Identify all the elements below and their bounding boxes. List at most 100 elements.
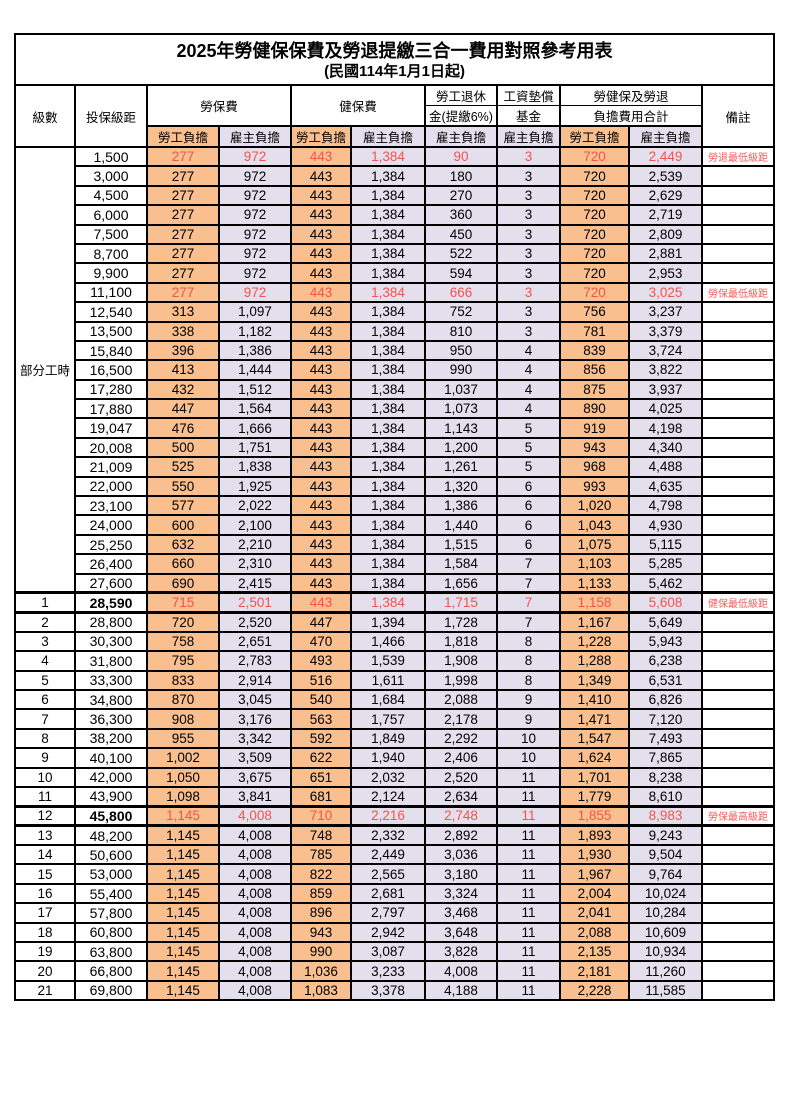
value-cell: 1,145 xyxy=(146,902,220,924)
level-cell: 21 xyxy=(14,979,76,1002)
value-cell: 720 xyxy=(559,242,630,265)
value-cell: 972 xyxy=(218,165,292,187)
value-cell: 2,449 xyxy=(350,844,426,866)
remark-cell xyxy=(701,320,775,342)
value-cell: 1,466 xyxy=(350,630,426,653)
value-cell: 5 xyxy=(496,456,561,478)
remark-cell xyxy=(701,165,775,187)
col-group-labor-insurance: 勞保費 xyxy=(146,84,292,127)
value-cell: 1,384 xyxy=(350,184,426,207)
level-cell: 2 xyxy=(14,611,76,633)
remark-cell xyxy=(701,456,775,478)
value-cell: 10,284 xyxy=(628,902,703,924)
bracket-cell: 16,500 xyxy=(74,359,148,381)
bracket-cell: 13,500 xyxy=(74,320,148,342)
remark-cell xyxy=(701,630,775,653)
value-cell: 443 xyxy=(290,242,352,265)
remark-cell xyxy=(701,940,775,963)
value-cell: 2,210 xyxy=(218,533,292,556)
value-cell: 5,649 xyxy=(628,611,703,633)
bracket-cell: 25,250 xyxy=(74,533,148,556)
value-cell: 972 xyxy=(218,262,292,284)
value-cell: 1,384 xyxy=(350,359,426,381)
value-cell: 1,143 xyxy=(424,417,498,439)
value-cell: 443 xyxy=(290,514,352,536)
table-row: 27,600 690 2,415 443 1,384 1,656 7 1,133 5,462 xyxy=(15,572,775,595)
value-cell: 1,701 xyxy=(559,766,630,788)
value-cell: 756 xyxy=(559,301,630,323)
value-cell: 2,310 xyxy=(218,553,292,575)
subheader-total-employer: 雇主負擔 xyxy=(628,125,703,148)
value-cell: 600 xyxy=(146,514,220,536)
remark-cell xyxy=(701,688,775,711)
value-cell: 720 xyxy=(559,262,630,284)
header-subrow: 勞工負擔 雇主負擔 勞工負擔 雇主負擔 雇主負擔 雇主負擔 勞工負擔 雇主負擔 xyxy=(15,125,774,148)
bracket-cell: 1,500 xyxy=(74,145,148,168)
table-row: 23,100 577 2,022 443 1,384 1,386 6 1,020 4,798 xyxy=(15,495,775,517)
value-cell: 3,036 xyxy=(424,844,498,866)
value-cell: 4,340 xyxy=(628,436,703,459)
level-cell: 3 xyxy=(14,630,76,653)
value-cell: 1,384 xyxy=(350,204,426,226)
value-cell: 8 xyxy=(496,669,561,691)
value-cell: 2,942 xyxy=(350,921,426,944)
value-cell: 1,584 xyxy=(424,553,498,575)
value-cell: 972 xyxy=(218,242,292,265)
value-cell: 3,378 xyxy=(350,979,426,1002)
value-cell: 1,145 xyxy=(146,804,220,828)
col-group-pension-line1: 勞工退休 xyxy=(424,84,498,106)
subheader-pension-employer: 雇主負擔 xyxy=(424,125,498,148)
table-header: 2025年勞健保保費及勞退提繳三合一費用對照參考用表 (民國114年1月1日起)… xyxy=(14,33,775,148)
value-cell: 758 xyxy=(146,630,220,653)
value-cell: 443 xyxy=(290,436,352,459)
value-cell: 1,133 xyxy=(559,572,630,595)
subheader-labor-employee: 勞工負擔 xyxy=(146,125,220,148)
table-row: 1 28,590 715 2,501 443 1,384 1,715 7 1,158 5,608 健… xyxy=(14,591,775,614)
value-cell: 3,509 xyxy=(218,747,292,769)
value-cell: 11 xyxy=(496,979,561,1002)
value-cell: 2,004 xyxy=(559,882,630,905)
level-cell: 16 xyxy=(14,882,76,905)
value-cell: 3 xyxy=(496,281,561,304)
value-cell: 1,751 xyxy=(218,436,292,459)
header-group-row: 級數 投保級距 勞保費 健保費 勞工退休 工資墊償 勞健保及勞退 備註 xyxy=(14,84,775,148)
bracket-cell: 38,200 xyxy=(74,727,148,750)
value-cell: 2,953 xyxy=(628,262,703,284)
value-cell: 2,914 xyxy=(218,669,292,691)
value-cell: 896 xyxy=(290,902,352,924)
remark-cell xyxy=(701,785,775,808)
subheader-labor-employer: 雇主負擔 xyxy=(218,125,292,148)
value-cell: 1,384 xyxy=(350,145,426,168)
value-cell: 3,237 xyxy=(628,301,703,323)
value-cell: 2,406 xyxy=(424,747,498,769)
value-cell: 8,238 xyxy=(628,766,703,788)
value-cell: 1,930 xyxy=(559,844,630,866)
value-cell: 795 xyxy=(146,650,220,672)
bracket-cell: 19,047 xyxy=(74,417,148,439)
value-cell: 1,925 xyxy=(218,475,292,498)
value-cell: 993 xyxy=(559,475,630,498)
value-cell: 2,629 xyxy=(628,184,703,207)
value-cell: 2,520 xyxy=(218,611,292,633)
value-cell: 1,200 xyxy=(424,436,498,459)
value-cell: 1,384 xyxy=(350,572,426,595)
level-cell: 13 xyxy=(14,824,76,847)
value-cell: 1,145 xyxy=(146,844,220,866)
value-cell: 720 xyxy=(559,223,630,245)
table-row: 5 33,300 833 2,914 516 1,611 1,998 8 1,349 6,531 xyxy=(14,669,775,691)
level-cell: 19 xyxy=(14,940,76,963)
value-cell: 810 xyxy=(424,320,498,342)
level-cell: 12 xyxy=(14,804,76,828)
level-cell: 1 xyxy=(14,591,76,614)
remark-cell xyxy=(701,223,775,245)
value-cell: 856 xyxy=(559,359,630,381)
value-cell: 1,349 xyxy=(559,669,630,691)
value-cell: 9,504 xyxy=(628,844,703,866)
value-cell: 1,145 xyxy=(146,921,220,944)
part-time-label-cell: 部分工時 xyxy=(14,146,76,594)
col-group-wage-fund-line1: 工資墊償 xyxy=(496,84,561,106)
value-cell: 11 xyxy=(496,940,561,963)
table-row: 17 57,800 1,145 4,008 896 2,797 3,468 11 2,041 10… xyxy=(14,902,775,924)
value-cell: 1,515 xyxy=(424,533,498,556)
